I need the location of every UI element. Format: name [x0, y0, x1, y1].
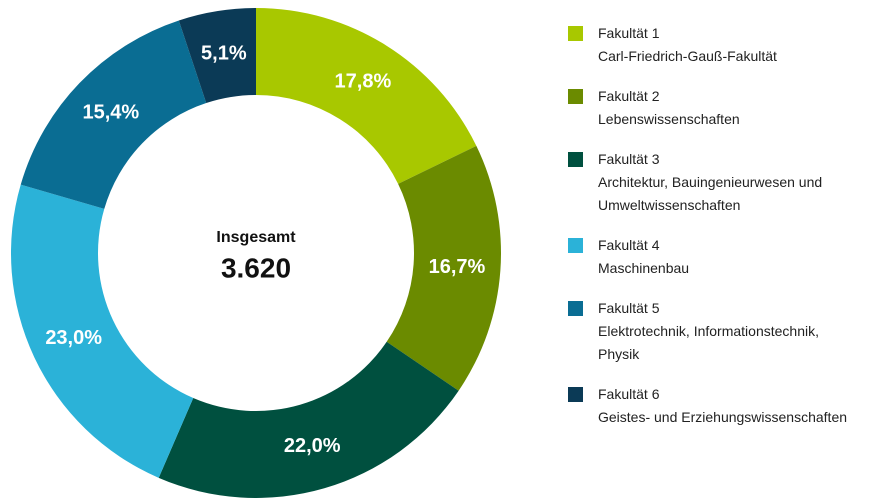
- slice-label: 23,0%: [45, 327, 102, 349]
- legend-entry: Fakultät 4 Maschinenbau: [568, 234, 886, 280]
- donut-slice: [256, 8, 477, 184]
- legend-entry: Fakultät 5 Elektrotechnik, Informationste…: [568, 297, 886, 366]
- legend-description: Physik: [598, 346, 640, 362]
- legend-entry: Fakultät 6 Geistes- und Erziehungswissens…: [568, 383, 886, 429]
- legend-description: Carl-Friedrich-Gauß-Fakultät: [598, 48, 777, 64]
- legend-description: Maschinenbau: [598, 260, 690, 276]
- legend-name: Fakultät 4: [598, 237, 660, 253]
- donut-slice: [20, 20, 207, 209]
- legend-swatch: [568, 152, 583, 167]
- legend-swatch: [568, 387, 583, 402]
- slice-label: 5,1%: [201, 42, 247, 64]
- donut-slice: [11, 184, 194, 478]
- legend-name: Fakultät 6: [598, 386, 660, 402]
- legend-swatch: [568, 238, 583, 253]
- donut-slice: [178, 8, 256, 104]
- legend-swatch: [568, 89, 583, 104]
- legend-entry: Fakultät 3 Architektur, Bauingenieurwesen…: [568, 148, 886, 217]
- slice-label: 17,8%: [335, 70, 392, 92]
- slice-label: 16,7%: [429, 256, 486, 278]
- legend-swatch: [568, 26, 583, 41]
- legend-swatch: [568, 301, 583, 316]
- center-value: 3.620: [221, 252, 291, 283]
- slice-label: 22,0%: [284, 435, 341, 457]
- legend-description: Geistes- und Erziehungswissenschaften: [598, 409, 848, 425]
- donut-chart: Insgesamt 3.620 17,8% 16,7% 22,0% 23,0% 15,4…: [11, 8, 501, 498]
- legend-description: Umweltwissenschaften: [598, 197, 741, 213]
- donut-slice: [386, 145, 501, 391]
- legend-name: Fakultät 1: [598, 25, 660, 41]
- legend-entry: Fakultät 1 Carl-Friedrich-Gauß-Fakultät: [568, 22, 886, 68]
- legend-name: Fakultät 3: [598, 151, 660, 167]
- legend-name: Fakultät 5: [598, 300, 660, 316]
- center-title: Insgesamt: [216, 229, 296, 246]
- legend-description: Elektrotechnik, Informationstechnik,: [598, 323, 819, 339]
- legend-name: Fakultät 2: [598, 88, 660, 104]
- slice-label: 15,4%: [82, 102, 139, 124]
- donut-slice: [158, 341, 459, 498]
- legend-entry: Fakultät 2 Lebenswissenschaften: [568, 85, 886, 131]
- legend-description: Architektur, Bauingenieurwesen und: [598, 174, 823, 190]
- legend: Fakultät 1 Carl-Friedrich-Gauß-Fakultät Fa…: [568, 22, 886, 446]
- legend-description: Lebenswissenschaften: [598, 111, 740, 127]
